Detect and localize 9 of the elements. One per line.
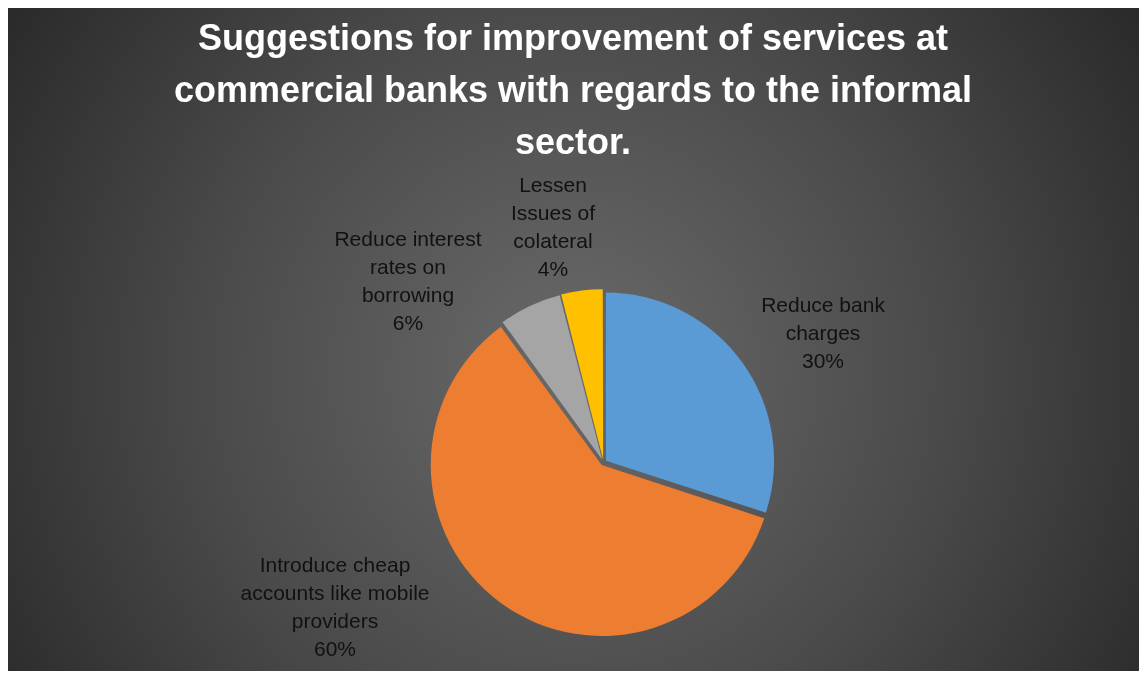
slice-label: Reduce bank charges — [761, 293, 886, 345]
slice-label: Lessen Issues of colateral — [510, 173, 596, 253]
data-label: 60% — [313, 637, 357, 661]
slice-label: Introduce cheap accounts like mobile providers — [240, 553, 430, 633]
data-label: 6% — [392, 311, 424, 335]
slice-label: Reduce interest rates on borrowing — [334, 227, 482, 307]
chart-title: Suggestions for improvement of services at commercial banks with regards to the informal sector. — [173, 16, 973, 162]
data-label: 4% — [537, 257, 569, 281]
data-label: 30% — [801, 349, 845, 373]
